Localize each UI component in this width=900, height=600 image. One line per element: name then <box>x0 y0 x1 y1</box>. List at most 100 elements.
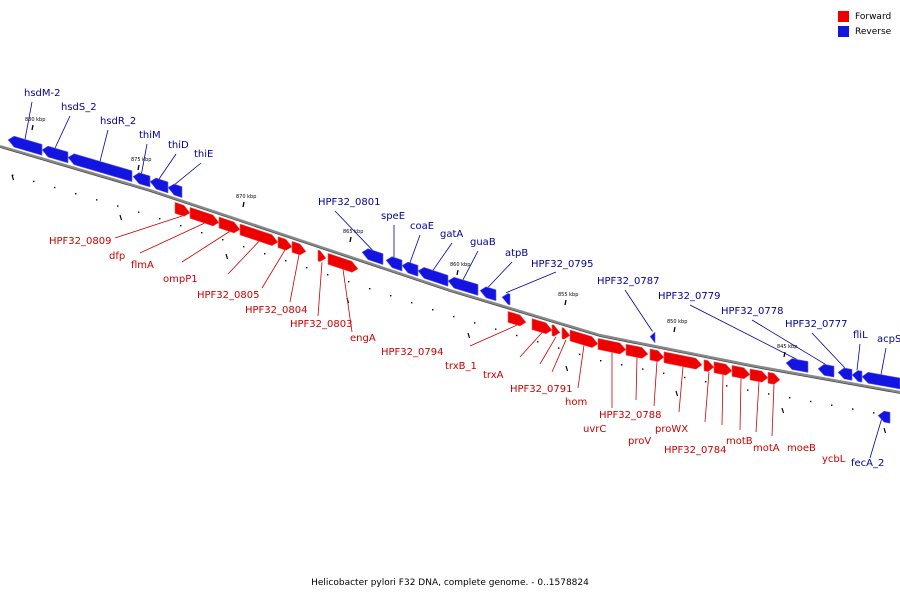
gene-arrow-HPF32_0779[interactable] <box>785 358 809 373</box>
genome-caption: Helicobacter pylori F32 DNA, complete ge… <box>311 578 589 588</box>
gene-label-speE[interactable]: speE <box>381 211 405 222</box>
gene-label-fecA_2[interactable]: fecA_2 <box>851 458 884 469</box>
leader-hsdS_2 <box>54 115 71 149</box>
scale-major-mark <box>225 253 229 260</box>
leader-HPF32_0784 <box>704 371 710 423</box>
kbp-tick-mark <box>456 269 459 276</box>
gene-arrow-fecA_2[interactable] <box>877 410 891 424</box>
gene-label-HPF32_0801[interactable]: HPF32_0801 <box>318 197 380 208</box>
gene-label-acpS[interactable]: acpS <box>877 334 900 345</box>
gene-label-HPF32_0777[interactable]: HPF32_0777 <box>785 319 847 330</box>
gene-label-gatA[interactable]: gatA <box>440 229 463 240</box>
gene-arrow-ompP1[interactable] <box>239 223 279 246</box>
scale-dot <box>621 364 623 366</box>
gene-label-HPF32_0795[interactable]: HPF32_0795 <box>531 259 593 270</box>
gene-label-ompP1[interactable]: ompP1 <box>163 274 198 285</box>
gene-arrow-edge <box>447 276 479 296</box>
gene-label-HPF32_0791[interactable]: HPF32_0791 <box>510 384 572 395</box>
gene-label-fliL[interactable]: fliL <box>853 330 868 341</box>
gene-arrow-trxA[interactable] <box>551 324 561 337</box>
gene-arrow-HPF32_0801[interactable] <box>361 248 384 266</box>
gene-label-HPF32_0778[interactable]: HPF32_0778 <box>721 306 783 317</box>
gene-arrow-thiE[interactable] <box>167 183 183 199</box>
gene-arrow-HPF32_0788[interactable] <box>625 343 649 359</box>
gene-arrow-trxB_1[interactable] <box>531 318 553 335</box>
gene-label-HPF32_0787[interactable]: HPF32_0787 <box>597 276 659 287</box>
gene-arrow-edge <box>713 361 733 376</box>
gene-arrow-ycbL[interactable] <box>767 371 781 385</box>
kbp-tick-label: 880 kbp <box>25 117 45 123</box>
gene-label-coaE[interactable]: coaE <box>410 221 434 232</box>
gene-label-hsdR_2[interactable]: hsdR_2 <box>100 116 136 127</box>
gene-arrow-moeB[interactable] <box>749 368 769 383</box>
gene-label-motB[interactable]: motB <box>726 436 753 447</box>
gene-label-HPF32_0804[interactable]: HPF32_0804 <box>245 305 307 316</box>
scale-major-mark <box>119 214 123 221</box>
gene-label-proWX[interactable]: proWX <box>655 424 688 435</box>
gene-arrow-dfp[interactable] <box>189 206 220 227</box>
gene-arrow-HPF32_0787[interactable] <box>649 331 656 344</box>
gene-label-HPF32_0794[interactable]: HPF32_0794 <box>381 347 443 358</box>
gene-arrow-edge <box>767 371 781 385</box>
gene-label-proV[interactable]: proV <box>628 436 651 447</box>
gene-arrow-HPF32_0803[interactable] <box>317 249 327 262</box>
gene-label-thiD[interactable]: thiD <box>168 140 189 151</box>
gene-arrow-HPF32_0784[interactable] <box>703 359 715 372</box>
gene-label-HPF32_0788[interactable]: HPF32_0788 <box>599 410 661 421</box>
gene-arrow-hsdR_2[interactable] <box>67 153 133 183</box>
gene-arrow-HPF32_0804[interactable] <box>291 240 307 256</box>
gene-arrow-acpS[interactable] <box>861 371 900 390</box>
gene-label-moeB[interactable]: moeB <box>787 443 816 454</box>
gene-arrow-motB[interactable] <box>713 361 733 376</box>
leader-hsdM-2 <box>24 101 33 140</box>
gene-arrow-HPF32_0809[interactable] <box>174 201 191 217</box>
gene-arrow-engA[interactable] <box>327 252 359 273</box>
scale-dot <box>600 360 602 362</box>
leader-hom <box>577 345 585 389</box>
gene-arrow-HPF32_0805[interactable] <box>277 236 293 251</box>
leader-motB <box>721 374 724 426</box>
gene-label-hsdM-2[interactable]: hsdM-2 <box>24 88 61 99</box>
gene-arrow-guaB[interactable] <box>447 276 479 296</box>
gene-label-HPF32_0779[interactable]: HPF32_0779 <box>658 291 720 302</box>
gene-label-motA[interactable]: motA <box>753 443 780 454</box>
scale-dot <box>369 288 371 290</box>
gene-label-thiE[interactable]: thiE <box>194 149 213 160</box>
gene-arrow-atpB[interactable] <box>479 286 497 302</box>
gene-label-atpB[interactable]: atpB <box>505 248 528 259</box>
gene-label-HPF32_0809[interactable]: HPF32_0809 <box>49 236 111 247</box>
gene-label-hom[interactable]: hom <box>565 397 587 408</box>
gene-arrow-proV[interactable] <box>649 348 665 362</box>
gene-label-uvrC[interactable]: uvrC <box>583 424 606 435</box>
gene-label-hsdS_2[interactable]: hsdS_2 <box>61 102 97 113</box>
backbone-line <box>0 144 900 394</box>
gene-arrow-edge <box>174 201 191 217</box>
gene-label-engA[interactable]: engA <box>350 333 376 344</box>
gene-label-HPF32_0803[interactable]: HPF32_0803 <box>290 319 352 330</box>
gene-label-thiM[interactable]: thiM <box>139 130 161 141</box>
gene-arrow-HPF32_0791[interactable] <box>561 327 571 340</box>
gene-label-guaB[interactable]: guaB <box>470 237 496 248</box>
gene-label-flmA[interactable]: flmA <box>131 260 154 271</box>
gene-arrow-hom[interactable] <box>569 329 599 348</box>
gene-arrow-HPF32_0778[interactable] <box>817 364 835 378</box>
gene-arrow-proWX[interactable] <box>663 351 703 370</box>
gene-label-trxB_1[interactable]: trxB_1 <box>445 361 477 372</box>
gene-arrow-motA[interactable] <box>731 365 751 380</box>
gene-label-HPF32_0805[interactable]: HPF32_0805 <box>197 290 259 301</box>
gene-label-trxA[interactable]: trxA <box>483 370 504 381</box>
leader-ycbL <box>771 384 775 437</box>
gene-arrow-edge <box>507 310 527 327</box>
gene-arrow-flmA[interactable] <box>218 216 241 234</box>
leader-HPF32_0791 <box>551 339 567 373</box>
gene-arrow-HPF32_0777[interactable] <box>837 367 853 381</box>
gene-arrow-HPF32_0794[interactable] <box>507 311 527 327</box>
leader-fliL <box>856 343 861 371</box>
gene-label-dfp[interactable]: dfp <box>109 251 125 262</box>
gene-label-ycbL[interactable]: ycbL <box>822 454 846 465</box>
gene-arrow-HPF32_0795[interactable] <box>501 293 511 306</box>
scale-dot <box>495 328 497 330</box>
gene-label-HPF32_0784[interactable]: HPF32_0784 <box>664 445 726 456</box>
scale-dot <box>642 368 644 370</box>
gene-arrow-uvrC[interactable] <box>597 338 627 355</box>
